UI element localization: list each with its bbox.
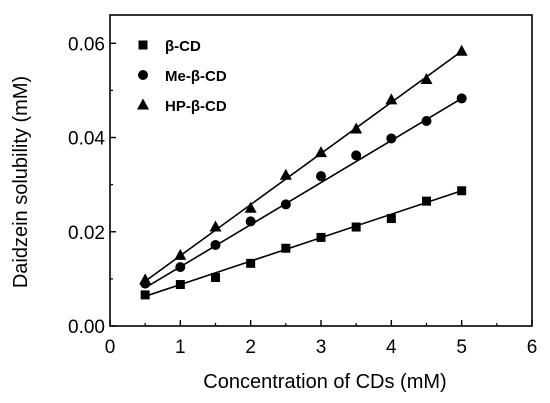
point-series-1-1: [175, 262, 186, 273]
point-series-2-1: [174, 248, 187, 260]
point-series-2-8: [420, 73, 433, 85]
point-series-2-0: [139, 273, 152, 285]
point-series-0-7: [386, 214, 396, 224]
point-series-1-6: [351, 150, 362, 161]
x-tick-label-5: 5: [456, 337, 467, 358]
point-series-0-3: [246, 258, 256, 268]
fit-lines: [144, 50, 463, 298]
x-tick-label-6: 6: [527, 337, 538, 358]
fit-line-series-1: [144, 97, 463, 289]
point-series-1-3: [245, 216, 256, 227]
point-series-1-9: [456, 93, 467, 104]
point-series-2-2: [209, 220, 222, 232]
x-axis-ticks: 0 1 2 3 4 5 6: [105, 320, 538, 358]
point-series-1-2: [210, 239, 221, 250]
point-series-0-4: [281, 243, 291, 253]
point-series-0-6: [351, 222, 361, 232]
x-tick-label-2: 2: [245, 337, 256, 358]
point-series-2-6: [350, 122, 363, 134]
legend-label-2: HP-β-CD: [165, 98, 227, 115]
point-series-2-7: [385, 93, 398, 105]
point-series-1-8: [421, 116, 432, 127]
legend-marker-2: [137, 98, 149, 110]
fit-line-series-2: [144, 50, 463, 282]
point-series-2-4: [279, 168, 292, 180]
point-series-0-2: [211, 272, 220, 282]
data-markers: [139, 44, 468, 300]
x-tick-label-1: 1: [175, 337, 186, 358]
legend-marker-1: [138, 70, 148, 80]
point-series-1-7: [386, 133, 397, 144]
y-tick-label-3: 0.06: [68, 34, 105, 55]
point-series-0-5: [316, 232, 326, 242]
x-tick-label-3: 3: [316, 337, 327, 358]
plot-frame-group: [109, 14, 533, 327]
x-axis-title: Concentration of CDs (mM): [203, 371, 446, 393]
point-series-2-3: [244, 201, 257, 213]
point-series-1-5: [316, 171, 326, 182]
x-tick-label-0: 0: [105, 337, 116, 358]
legend-label-0: β-CD: [165, 38, 201, 55]
y-tick-label-0: 0.00: [68, 317, 105, 338]
point-series-0-9: [457, 186, 467, 196]
plot-frame: [109, 14, 533, 327]
y-axis-title: Daidzein solubility (mM): [10, 76, 32, 288]
y-tick-label-1: 0.02: [68, 223, 105, 244]
y-tick-label-2: 0.04: [68, 129, 105, 150]
point-series-2-9: [455, 44, 468, 56]
y-axis-ticks: 0.00 0.02 0.04 0.06: [68, 34, 116, 338]
point-series-1-4: [280, 199, 291, 210]
legend-marker-0: [138, 40, 148, 50]
point-series-0-1: [175, 280, 185, 290]
x-tick-label-4: 4: [386, 337, 397, 358]
point-series-2-5: [315, 146, 327, 158]
fit-line-series-0: [144, 190, 462, 298]
legend-label-1: Me-β-CD: [165, 68, 227, 85]
point-series-0-0: [140, 290, 150, 300]
point-series-0-8: [422, 196, 431, 206]
legend: β-CD Me-β-CD HP-β-CD: [137, 38, 227, 115]
